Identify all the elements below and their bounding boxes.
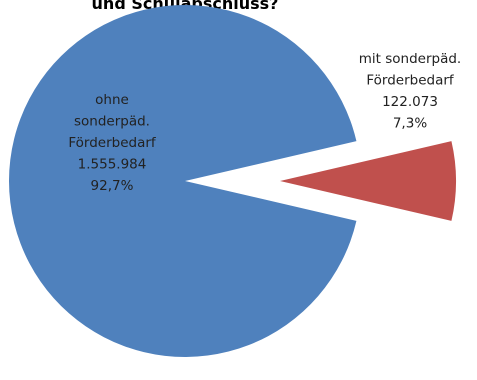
data-label-ohne-line: Förderbedarf (68, 135, 157, 151)
data-label-ohne: ohne sonderpäd. Förderbedarf 1.555.984 92,7% (68, 92, 157, 194)
data-label-mit-line: 7,3% (393, 116, 427, 132)
data-label-mit-line: mit sonderpäd. (359, 51, 461, 67)
slice-mit-foerderbedarf (280, 141, 457, 221)
data-label-ohne-line: 1.555.984 (78, 157, 147, 173)
data-label-mit: mit sonderpäd. Förderbedarf 122.073 7,3% (359, 51, 461, 132)
data-label-ohne-line: 92,7% (91, 178, 134, 194)
data-label-ohne-line: ohne (95, 92, 129, 108)
pie-data-labels: ohne sonderpäd. Förderbedarf 1.555.984 92,7%… (68, 51, 461, 194)
data-label-mit-line: 122.073 (382, 94, 438, 110)
pie-slices (8, 4, 457, 357)
data-label-ohne-line: sonderpäd. (74, 114, 150, 130)
slice-ohne-foerderbedarf (8, 4, 357, 357)
data-label-mit-line: Förderbedarf (366, 73, 455, 89)
